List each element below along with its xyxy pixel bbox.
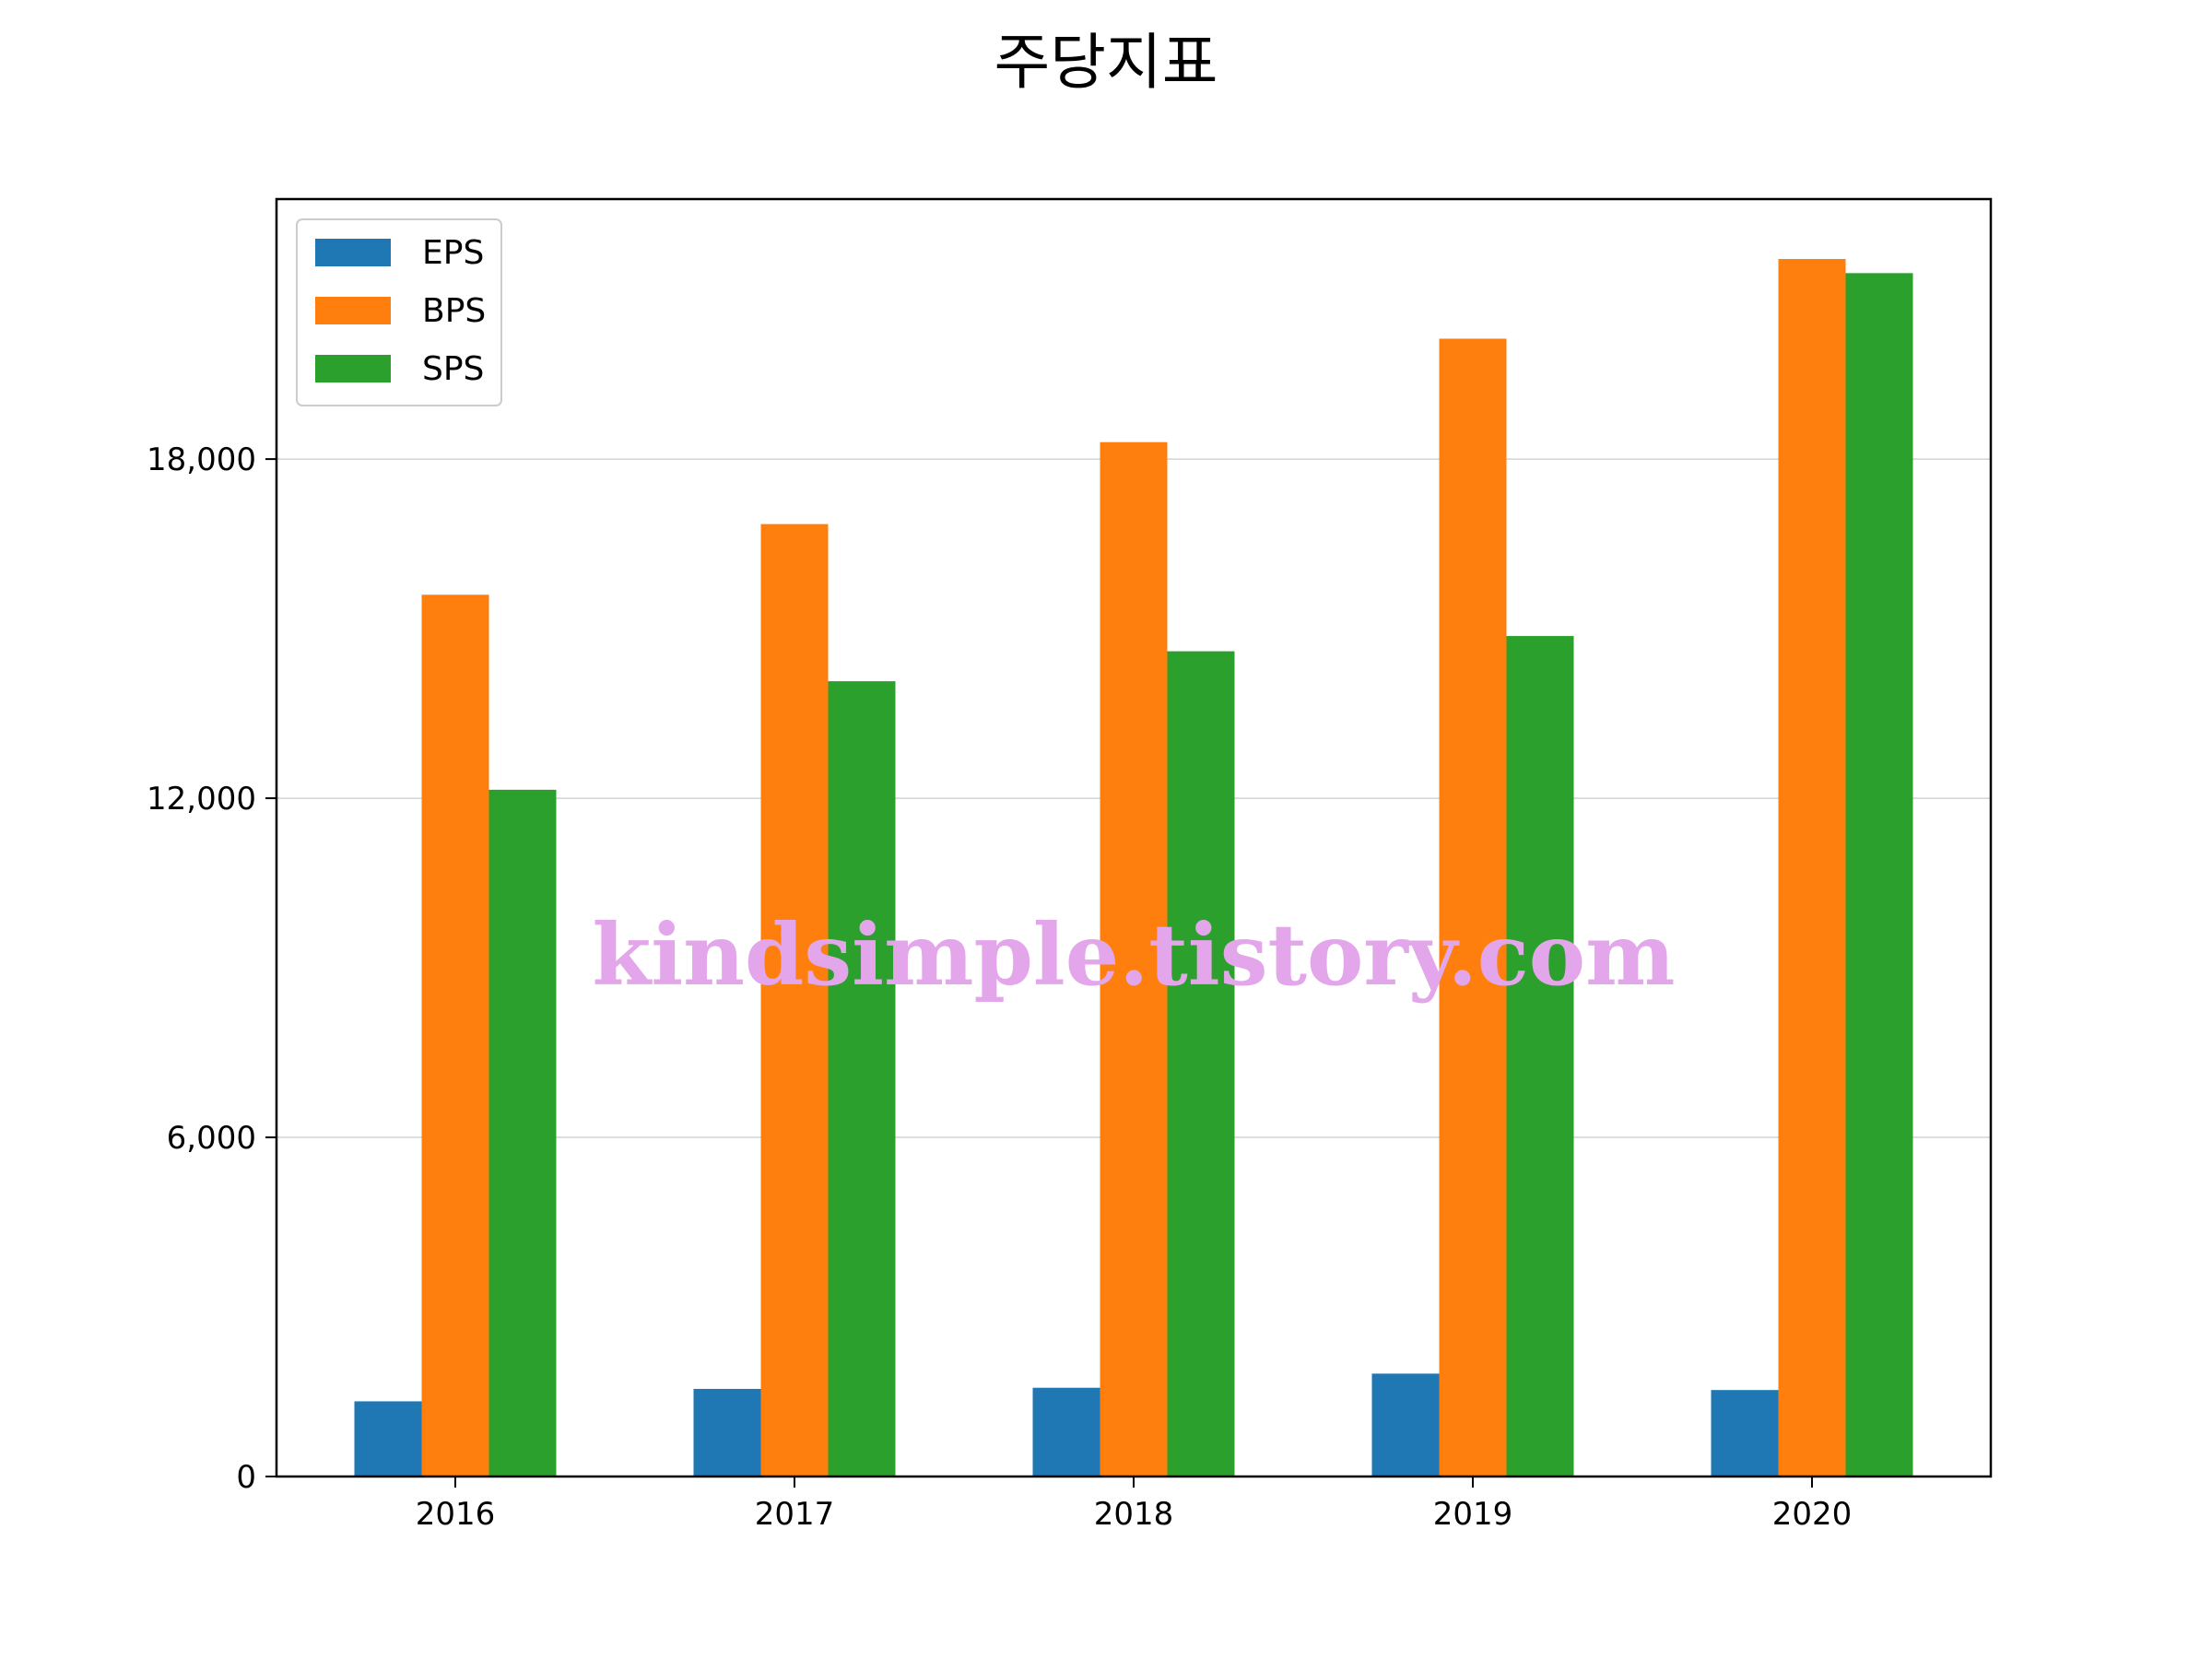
- watermark: kindsimple.tistory.com: [592, 905, 1675, 1005]
- bar-sps-2017: [828, 681, 896, 1477]
- bar-sps-2020: [1845, 273, 1913, 1477]
- bar-eps-2019: [1371, 1373, 1440, 1477]
- x-tick-label: 2019: [1433, 1496, 1513, 1533]
- bar-eps-2017: [693, 1388, 761, 1477]
- bar-bps-2020: [1778, 259, 1846, 1477]
- bar-eps-2020: [1711, 1390, 1779, 1477]
- legend: EPS BPS SPS: [296, 218, 502, 406]
- bar-bps-2017: [760, 524, 829, 1477]
- legend-label-eps: EPS: [422, 234, 484, 272]
- bar-bps-2016: [421, 594, 489, 1477]
- x-tick-label: 2018: [1094, 1496, 1174, 1533]
- legend-label-bps: BPS: [422, 292, 486, 330]
- bars: [354, 259, 1913, 1477]
- y-tick-label: 18,000: [147, 441, 256, 478]
- bar-sps-2018: [1167, 651, 1235, 1477]
- y-axis: 0 6,000 12,000 18,000: [147, 441, 276, 1496]
- y-tick-label: 0: [236, 1459, 256, 1496]
- x-tick-label: 2017: [755, 1496, 835, 1533]
- bar-bps-2019: [1439, 338, 1507, 1477]
- legend-swatch-bps: [315, 297, 391, 324]
- legend-swatch-eps: [315, 239, 391, 266]
- bar-bps-2018: [1100, 441, 1168, 1477]
- chart-title: 주당지표: [994, 27, 1218, 98]
- y-tick-label: 6,000: [167, 1120, 256, 1157]
- bar-sps-2019: [1506, 636, 1574, 1477]
- legend-label-sps: SPS: [422, 350, 484, 388]
- bar-eps-2016: [354, 1401, 422, 1477]
- legend-swatch-sps: [315, 355, 391, 382]
- x-tick-label: 2020: [1772, 1496, 1853, 1533]
- x-tick-label: 2016: [416, 1496, 496, 1533]
- y-tick-label: 12,000: [147, 781, 256, 818]
- bar-eps-2018: [1032, 1387, 1100, 1477]
- x-axis: 2016 2017 2018 2019 2020: [416, 1477, 1853, 1533]
- bar-sps-2016: [488, 789, 557, 1477]
